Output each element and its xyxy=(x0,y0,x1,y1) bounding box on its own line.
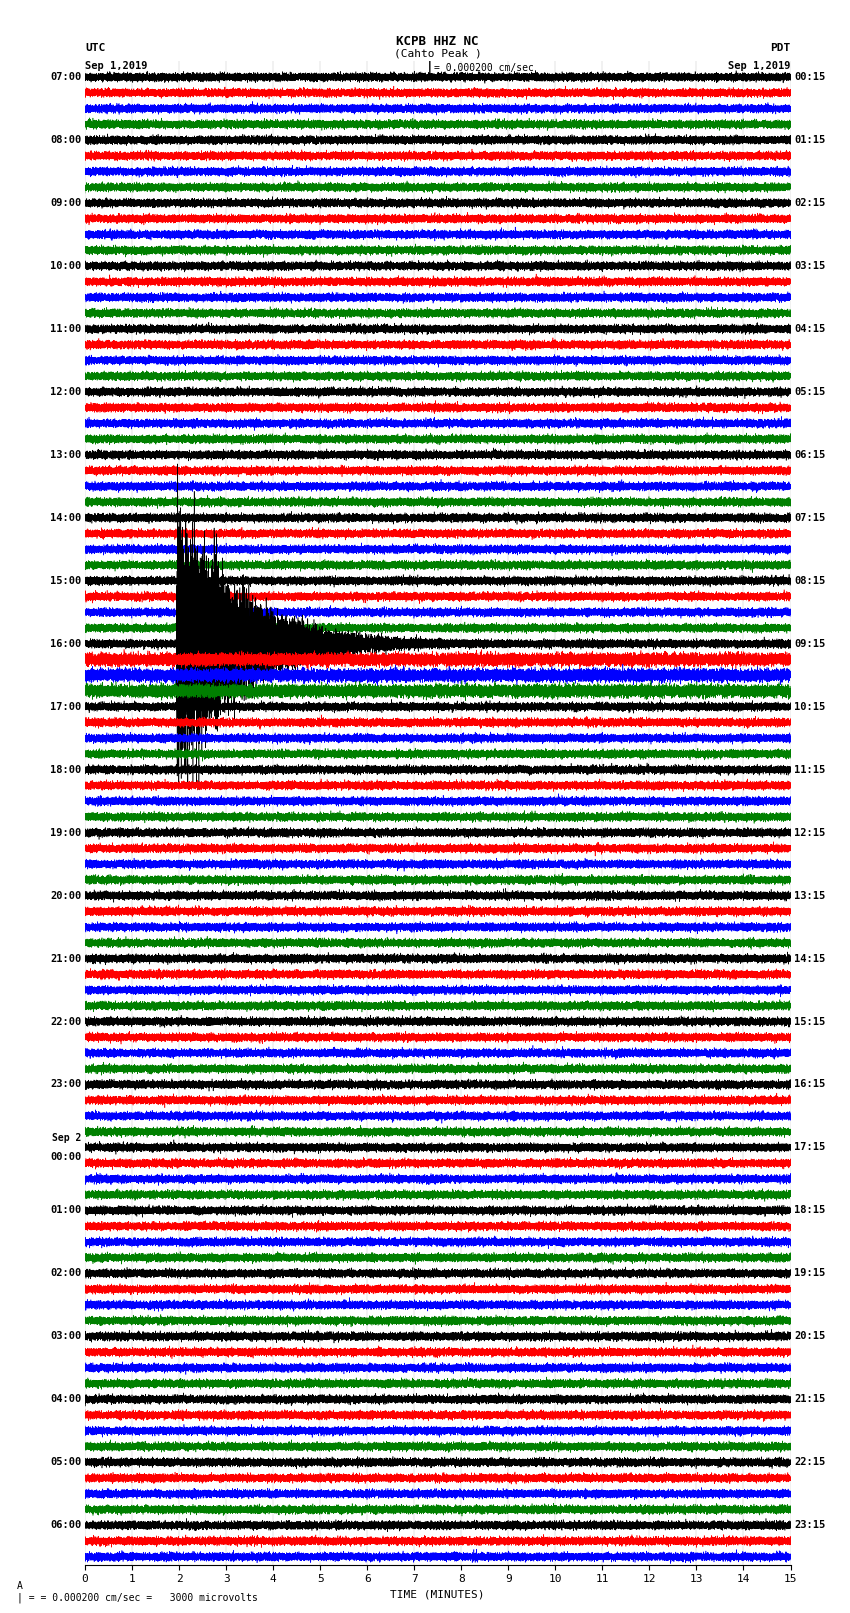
Text: PDT: PDT xyxy=(770,44,790,53)
Text: 17:15: 17:15 xyxy=(794,1142,825,1152)
Text: 10:15: 10:15 xyxy=(794,702,825,711)
Text: |: | xyxy=(426,61,433,74)
Text: 04:00: 04:00 xyxy=(50,1394,82,1405)
Text: 03:00: 03:00 xyxy=(50,1331,82,1342)
Text: 12:15: 12:15 xyxy=(794,827,825,837)
Text: = 0.000200 cm/sec: = 0.000200 cm/sec xyxy=(434,63,534,73)
Text: 08:15: 08:15 xyxy=(794,576,825,586)
Text: 13:00: 13:00 xyxy=(50,450,82,460)
Text: 14:00: 14:00 xyxy=(50,513,82,523)
Text: 22:00: 22:00 xyxy=(50,1016,82,1026)
Text: 21:00: 21:00 xyxy=(50,953,82,963)
Text: UTC: UTC xyxy=(85,44,105,53)
Text: Sep 1,2019: Sep 1,2019 xyxy=(85,61,148,71)
Text: 15:00: 15:00 xyxy=(50,576,82,586)
Text: 06:15: 06:15 xyxy=(794,450,825,460)
Text: 07:15: 07:15 xyxy=(794,513,825,523)
Text: 02:00: 02:00 xyxy=(50,1268,82,1279)
Text: 19:00: 19:00 xyxy=(50,827,82,837)
Text: 10:00: 10:00 xyxy=(50,261,82,271)
Text: 04:15: 04:15 xyxy=(794,324,825,334)
Text: 18:15: 18:15 xyxy=(794,1205,825,1216)
Text: 05:15: 05:15 xyxy=(794,387,825,397)
Text: 21:15: 21:15 xyxy=(794,1394,825,1405)
Text: 06:00: 06:00 xyxy=(50,1521,82,1531)
Text: 00:15: 00:15 xyxy=(794,73,825,82)
Text: 22:15: 22:15 xyxy=(794,1457,825,1468)
Text: 13:15: 13:15 xyxy=(794,890,825,900)
Text: 11:00: 11:00 xyxy=(50,324,82,334)
Text: 15:15: 15:15 xyxy=(794,1016,825,1026)
Text: 11:15: 11:15 xyxy=(794,765,825,774)
Text: 23:00: 23:00 xyxy=(50,1079,82,1089)
Text: 20:00: 20:00 xyxy=(50,890,82,900)
Text: (Cahto Peak ): (Cahto Peak ) xyxy=(394,48,482,58)
Text: 23:15: 23:15 xyxy=(794,1521,825,1531)
Text: 17:00: 17:00 xyxy=(50,702,82,711)
Text: 00:00: 00:00 xyxy=(50,1152,82,1161)
Text: 19:15: 19:15 xyxy=(794,1268,825,1279)
Text: 16:00: 16:00 xyxy=(50,639,82,648)
Text: 08:00: 08:00 xyxy=(50,135,82,145)
Text: A
| = = 0.000200 cm/sec =   3000 microvolts: A | = = 0.000200 cm/sec = 3000 microvolt… xyxy=(17,1581,258,1603)
Text: Sep 2: Sep 2 xyxy=(52,1132,82,1144)
Text: 01:15: 01:15 xyxy=(794,135,825,145)
Text: 20:15: 20:15 xyxy=(794,1331,825,1342)
Text: 09:15: 09:15 xyxy=(794,639,825,648)
X-axis label: TIME (MINUTES): TIME (MINUTES) xyxy=(390,1590,485,1600)
Text: 01:00: 01:00 xyxy=(50,1205,82,1216)
Text: Sep 1,2019: Sep 1,2019 xyxy=(728,61,791,71)
Text: 12:00: 12:00 xyxy=(50,387,82,397)
Text: 03:15: 03:15 xyxy=(794,261,825,271)
Text: 14:15: 14:15 xyxy=(794,953,825,963)
Text: 07:00: 07:00 xyxy=(50,73,82,82)
Text: 16:15: 16:15 xyxy=(794,1079,825,1089)
Text: 05:00: 05:00 xyxy=(50,1457,82,1468)
Text: 09:00: 09:00 xyxy=(50,198,82,208)
Text: 18:00: 18:00 xyxy=(50,765,82,774)
Text: KCPB HHZ NC: KCPB HHZ NC xyxy=(396,35,479,48)
Text: 02:15: 02:15 xyxy=(794,198,825,208)
